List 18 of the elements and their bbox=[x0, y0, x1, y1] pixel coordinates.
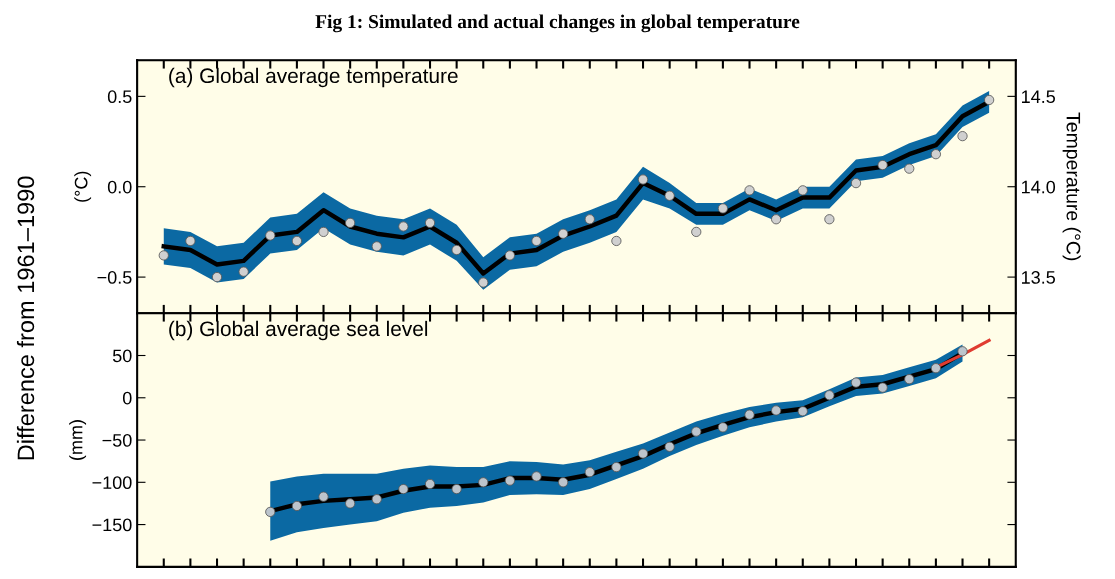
y-axis-title: (°C) bbox=[74, 171, 92, 202]
annotation: (a) Global average temperature bbox=[169, 67, 458, 88]
y-axis-title: (mm) bbox=[69, 420, 87, 460]
chart-title: Fig 1: Simulated and actual changes in global temperature bbox=[315, 14, 800, 33]
y2-tick-label: 13.5 bbox=[1022, 271, 1056, 284]
y-tick-label: 0.5 bbox=[107, 90, 132, 104]
y-tick-label: 0.0 bbox=[107, 180, 132, 194]
text: Difference from 1961–1990 bbox=[16, 176, 35, 460]
y-tick-label: −0.5 bbox=[97, 271, 132, 284]
y-tick-label: −100 bbox=[92, 476, 132, 490]
y2-tick-label: 14.0 bbox=[1022, 180, 1056, 194]
y-tick-label: 0 bbox=[122, 391, 132, 405]
y-tick-label: −50 bbox=[102, 433, 132, 447]
y-tick-label: 50 bbox=[112, 349, 132, 363]
y-tick-label: −150 bbox=[92, 518, 132, 532]
y2-axis-title: Temperature (°C) bbox=[1062, 112, 1081, 261]
y2-tick-label: 14.5 bbox=[1022, 90, 1056, 104]
annotation: (b) Global average sea level bbox=[169, 320, 428, 341]
